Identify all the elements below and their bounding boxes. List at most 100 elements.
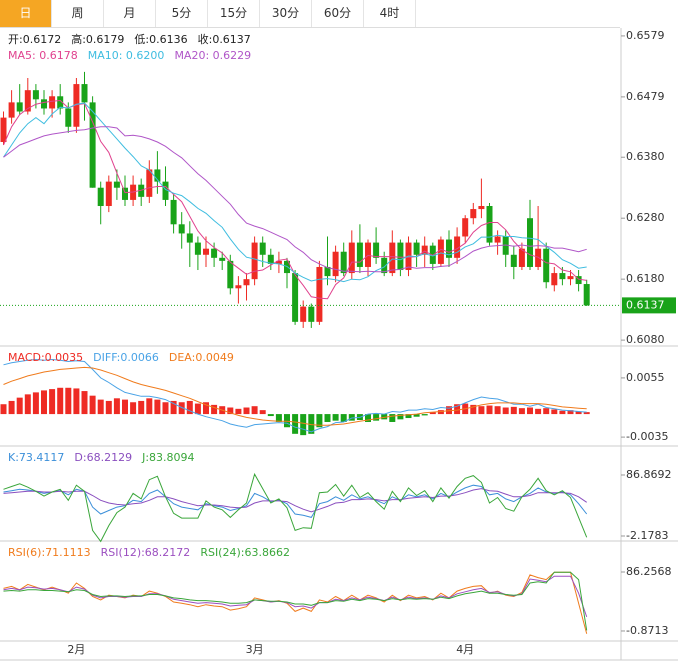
- macd-bar: [397, 414, 404, 420]
- y-tick-label: -0.0035: [626, 430, 668, 443]
- candle-body: [154, 169, 161, 182]
- macd-bar: [429, 412, 436, 415]
- macd-bar: [332, 414, 339, 421]
- x-tick-label: 3月: [246, 643, 264, 656]
- macd-bar: [551, 409, 558, 415]
- candle-body: [454, 236, 461, 258]
- series-line: [3, 484, 588, 518]
- legend-entry: DIFF:0.0066: [93, 351, 159, 364]
- macd-bar: [308, 414, 315, 434]
- period-tab[interactable]: 5分: [156, 0, 208, 27]
- legend-entry: J:83.8094: [141, 451, 194, 464]
- candle-body: [211, 248, 218, 258]
- macd-bar: [122, 399, 128, 415]
- macd-bar: [113, 398, 120, 415]
- macd-bar: [259, 410, 266, 415]
- candle-body: [567, 276, 574, 280]
- legend-entry: MA5: 0.6178: [8, 49, 78, 62]
- legend-entry: MACD:0.0035: [8, 351, 83, 364]
- macd-bar: [413, 414, 420, 417]
- macd-bar: [275, 414, 282, 422]
- macd-bar: [494, 406, 501, 415]
- candle-body: [397, 242, 404, 271]
- candle-body: [186, 233, 193, 243]
- legend-entry: RSI(6):71.1113: [8, 546, 91, 559]
- y-tick-label: 0.6080: [626, 333, 665, 346]
- candle-body: [446, 239, 452, 258]
- macd-bar: [251, 406, 258, 415]
- candle-body: [575, 276, 582, 285]
- macd-bar: [41, 390, 47, 415]
- series-line: [3, 571, 588, 631]
- candle-body: [219, 257, 226, 261]
- macd-bar: [365, 414, 371, 422]
- macd-bar: [146, 398, 153, 415]
- macd-bar: [316, 414, 323, 428]
- period-tab[interactable]: 4时: [364, 0, 416, 27]
- candle-body: [275, 260, 282, 264]
- candle-body: [97, 187, 104, 207]
- period-tab[interactable]: 日: [0, 0, 52, 27]
- macd-bar: [324, 414, 331, 422]
- candle-body: [300, 306, 307, 322]
- candle-body: [0, 117, 7, 142]
- x-tick-label: 4月: [456, 643, 474, 656]
- candle-body: [502, 236, 509, 255]
- macd-bar: [478, 406, 485, 415]
- macd-bar: [340, 414, 347, 422]
- y-tick-label: 0.6479: [626, 90, 665, 103]
- legend-entry: MA10: 0.6200: [88, 49, 165, 62]
- y-tick-label: -2.1783: [626, 529, 668, 542]
- candle-body: [356, 242, 363, 267]
- candle-body: [57, 96, 64, 109]
- macd-bar: [194, 403, 201, 415]
- macd-bar: [81, 391, 88, 415]
- candle-body: [470, 209, 477, 219]
- candle-body: [170, 199, 177, 225]
- series-line: [3, 102, 587, 283]
- macd-bar: [105, 400, 112, 415]
- macd-bar: [389, 414, 396, 422]
- period-tab[interactable]: 15分: [208, 0, 260, 27]
- macd-bar: [575, 411, 582, 415]
- y-tick-label: 86.2568: [626, 565, 672, 578]
- candle-body: [259, 242, 266, 255]
- legend-entry: 低:0.6136: [134, 33, 187, 46]
- period-tab[interactable]: 周: [52, 0, 104, 27]
- series-line: [3, 99, 587, 300]
- candle-body: [41, 99, 47, 109]
- legend-entry: DEA:0.0049: [169, 351, 234, 364]
- legend-entry: D:68.2129: [74, 451, 132, 464]
- period-tab[interactable]: 60分: [312, 0, 364, 27]
- macd-bar: [421, 414, 428, 416]
- macd-bar: [235, 408, 242, 415]
- period-tab[interactable]: 30分: [260, 0, 312, 27]
- candle-body: [462, 218, 469, 237]
- series-line: [3, 366, 587, 426]
- macd-bar: [65, 387, 72, 415]
- candle-body: [583, 284, 590, 306]
- candle-body: [494, 236, 501, 243]
- y-tick-label: -0.8713: [626, 624, 668, 637]
- candle-body: [324, 266, 331, 277]
- macd-bar: [57, 387, 64, 415]
- candle-body: [235, 285, 242, 289]
- macd-bar: [97, 399, 104, 415]
- macd-bar: [203, 402, 209, 415]
- candle-body: [227, 260, 234, 289]
- y-tick-label: 0.6380: [626, 150, 665, 163]
- macd-bar: [211, 404, 218, 415]
- candle-body: [478, 206, 485, 210]
- candle-body: [178, 224, 185, 234]
- macd-bar: [348, 414, 355, 421]
- macd-bar: [24, 394, 31, 415]
- macd-bar: [49, 389, 56, 415]
- period-tab[interactable]: 月: [104, 0, 156, 27]
- macd-bar: [89, 395, 96, 415]
- macd-bar: [373, 414, 380, 421]
- macd-bar: [178, 402, 185, 415]
- candle-body: [365, 242, 371, 267]
